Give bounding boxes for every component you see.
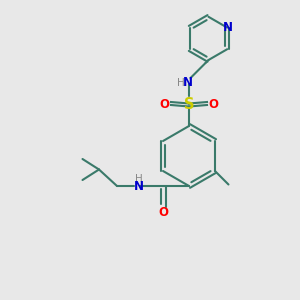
Text: S: S: [184, 97, 194, 112]
Text: O: O: [159, 98, 170, 111]
Text: H: H: [135, 174, 143, 184]
Text: N: N: [182, 76, 193, 89]
Text: N: N: [223, 21, 233, 34]
Text: N: N: [134, 179, 144, 193]
Text: H: H: [177, 77, 184, 88]
Text: O: O: [158, 206, 169, 220]
Text: O: O: [208, 98, 219, 111]
